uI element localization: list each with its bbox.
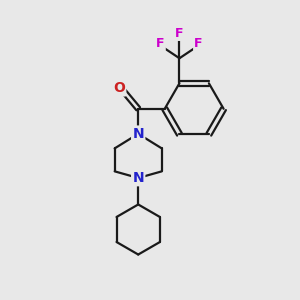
Text: N: N xyxy=(132,171,144,185)
Text: F: F xyxy=(156,37,165,50)
Text: F: F xyxy=(175,27,184,40)
Text: F: F xyxy=(194,37,203,50)
Text: O: O xyxy=(113,81,125,95)
Text: N: N xyxy=(132,127,144,141)
